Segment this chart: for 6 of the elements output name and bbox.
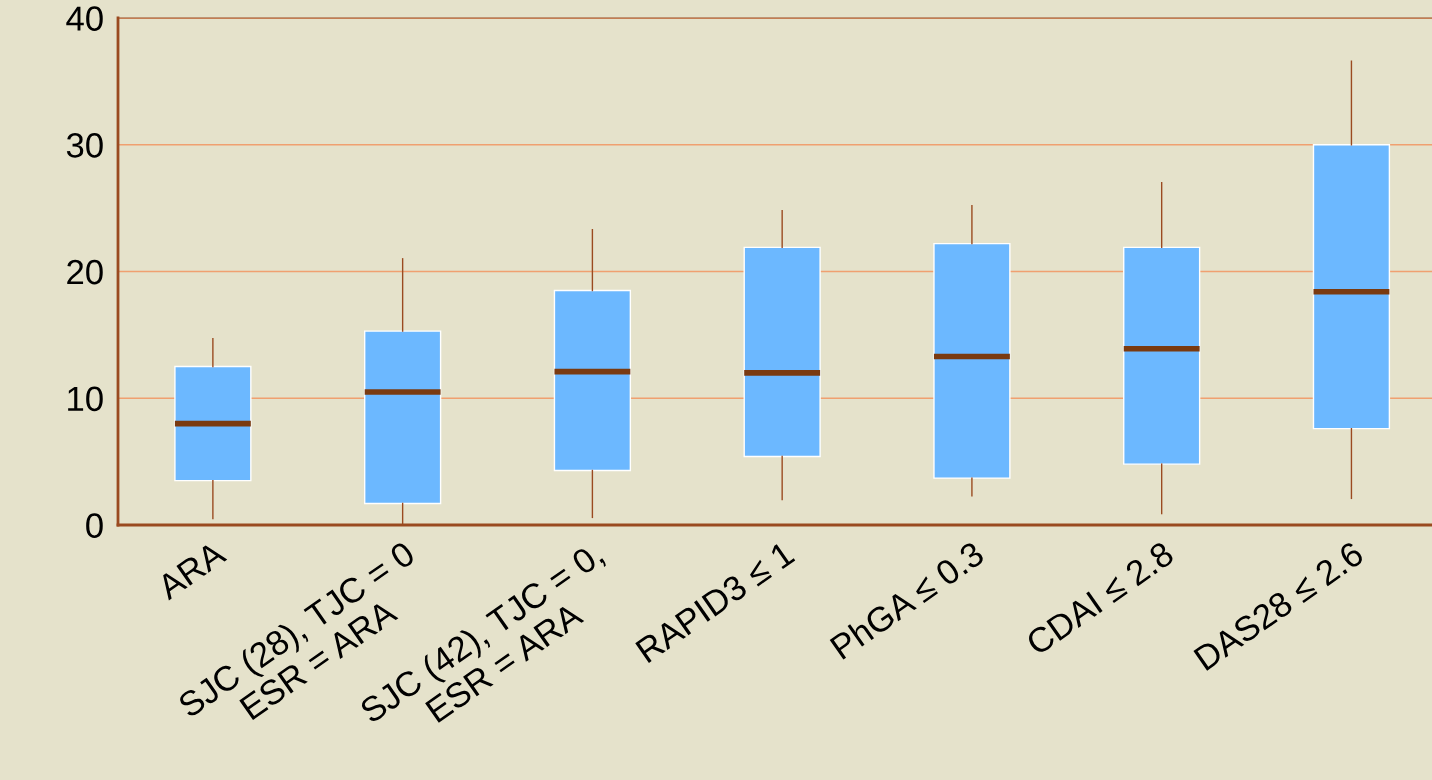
x-tick-label: ARA [155,539,228,601]
y-tick-label: 40 [66,6,103,31]
y-tick-label: 20 [67,259,103,285]
y-tick-label: 0 [86,513,103,538]
y-tick-label: 30 [66,133,103,158]
y-tick-label: 10 [68,386,103,412]
